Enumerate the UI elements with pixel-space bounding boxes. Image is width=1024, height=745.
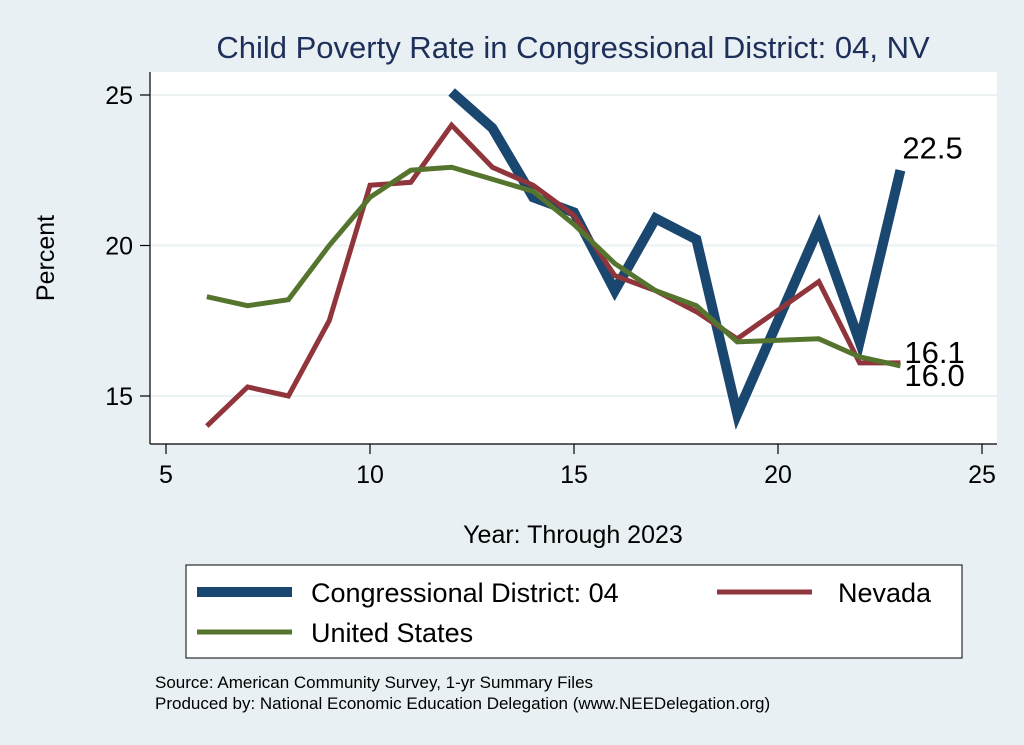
- legend-box: [185, 564, 963, 659]
- x-tick-label-15: 15: [560, 461, 588, 489]
- y-tick-label-20: 20: [105, 233, 133, 261]
- legend-label-congressional-district: Congressional District: 04: [311, 578, 619, 608]
- x-tick-label-25: 25: [968, 461, 996, 489]
- gridlines: [151, 94, 997, 397]
- y-tick-label-15: 15: [105, 383, 133, 411]
- legend-label-nevada: Nevada: [838, 578, 932, 608]
- series-layer: [205, 88, 906, 430]
- plot-area: [150, 72, 997, 444]
- x-tick-label-5: 5: [159, 461, 173, 489]
- end-label-united-states: 16.0: [904, 358, 964, 393]
- x-tick-label-20: 20: [764, 461, 792, 489]
- y-axis-title: Percent: [32, 215, 60, 301]
- end-labels: 22.5 16.116.0: [902, 130, 964, 393]
- end-label-congressional-district: 22.5: [902, 130, 962, 165]
- x-tick-label-10: 10: [356, 461, 384, 489]
- producer-note: Produced by: National Economic Education…: [155, 694, 770, 713]
- legend: Congressional District: 04 Nevada United…: [185, 564, 963, 659]
- y-tick-label-25: 25: [105, 82, 133, 110]
- y-axis-ticks: 15 20 25: [105, 82, 150, 411]
- chart-title: Child Poverty Rate in Congressional Dist…: [216, 30, 930, 65]
- end-label-nevada: 16.1: [904, 335, 964, 370]
- x-axis-ticks: 5 10 15 20 25: [159, 444, 996, 489]
- x-axis-title: Year: Through 2023: [463, 521, 683, 549]
- source-note: Source: American Community Survey, 1-yr …: [155, 673, 593, 692]
- legend-label-united-states: United States: [311, 618, 473, 648]
